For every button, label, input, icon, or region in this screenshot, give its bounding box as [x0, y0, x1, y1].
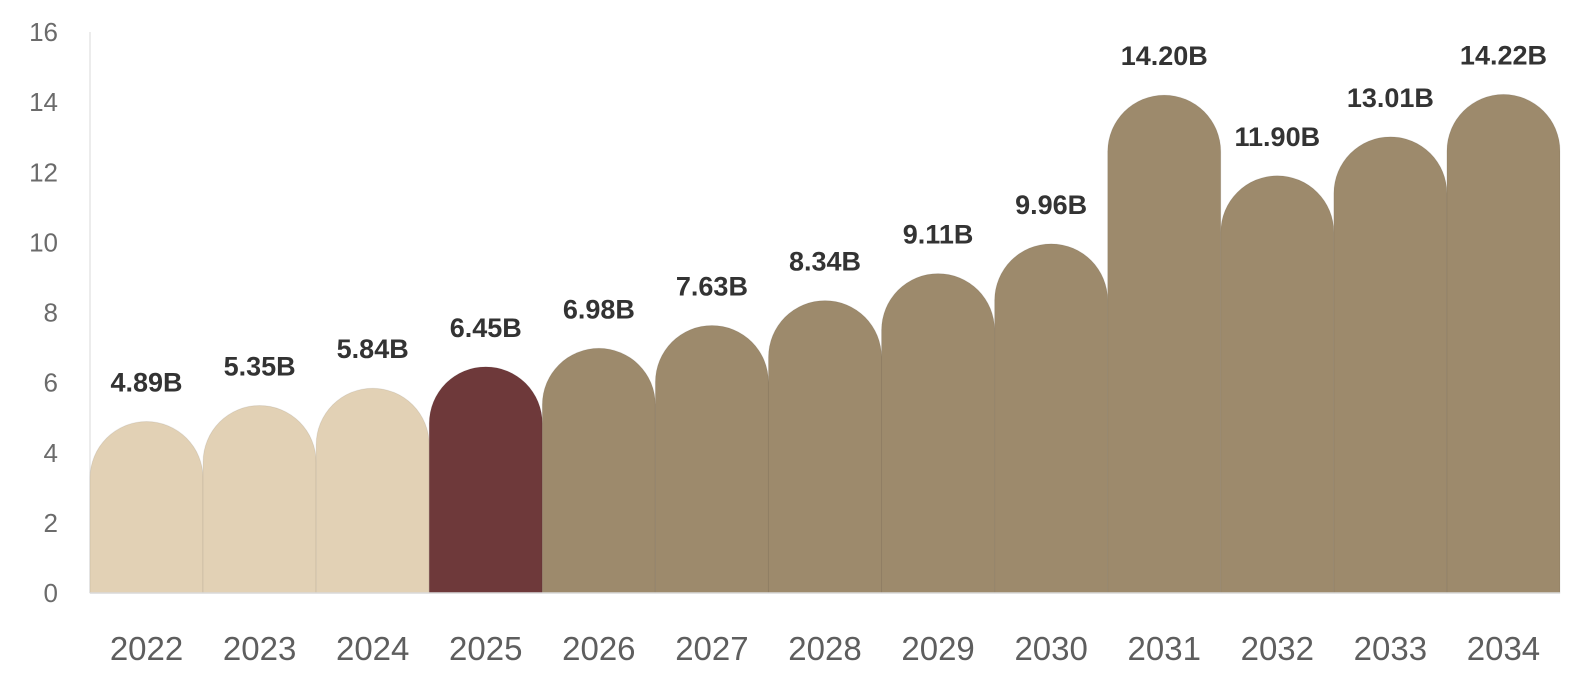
- y-tick-label: 12: [29, 157, 58, 187]
- y-tick-label: 2: [44, 508, 58, 538]
- x-tick-label-2025: 2025: [449, 630, 522, 667]
- bar-2032: [1220, 175, 1335, 594]
- y-tick-label: 16: [29, 17, 58, 47]
- x-tick-label-2028: 2028: [788, 630, 861, 667]
- x-tick-label-2022: 2022: [110, 630, 183, 667]
- x-tick-label-2032: 2032: [1241, 630, 1314, 667]
- data-label-2033: 13.01B: [1347, 83, 1434, 113]
- data-label-2030: 9.96B: [1015, 190, 1087, 220]
- data-label-2026: 6.98B: [563, 294, 635, 324]
- data-label-2025: 6.45B: [450, 313, 522, 343]
- x-tick-label-2031: 2031: [1128, 630, 1201, 667]
- bar-2026: [541, 347, 656, 594]
- bar-2031: [1107, 94, 1222, 594]
- data-label-2024: 5.84B: [337, 334, 409, 364]
- data-labels: 4.89B 5.35B 5.84B 6.45B 6.98B 7.63B 8.34B 9.11B…: [111, 40, 1547, 397]
- y-tick-label: 6: [44, 368, 58, 398]
- x-tick-label-2023: 2023: [223, 630, 296, 667]
- bar-2034: [1446, 93, 1561, 594]
- y-axis: 0 2 4 6 8 10 12 14 16: [29, 17, 91, 608]
- x-tick-label-2033: 2033: [1354, 630, 1427, 667]
- x-tick-label-2029: 2029: [901, 630, 974, 667]
- x-tick-label-2034: 2034: [1467, 630, 1540, 667]
- bar-2030: [994, 243, 1109, 594]
- y-tick-label: 4: [44, 438, 58, 468]
- bar-2022: [89, 421, 204, 594]
- x-tick-label-2030: 2030: [1014, 630, 1087, 667]
- data-label-2034: 14.22B: [1460, 40, 1547, 70]
- bar-2033: [1333, 137, 1448, 594]
- y-tick-label: 8: [44, 298, 58, 328]
- bar-2027: [654, 325, 769, 594]
- y-tick-label: 10: [29, 227, 58, 257]
- y-tick-label: 0: [44, 578, 58, 608]
- bar-2025: [428, 366, 543, 594]
- x-tick-label-2026: 2026: [562, 630, 635, 667]
- data-label-2031: 14.20B: [1121, 41, 1208, 71]
- bar-2024: [315, 387, 430, 594]
- bars: [89, 93, 1561, 594]
- bar-2023: [202, 404, 317, 594]
- bar-2029: [881, 273, 996, 594]
- x-tick-label-2027: 2027: [675, 630, 748, 667]
- bar-2028: [767, 300, 883, 594]
- data-label-2028: 8.34B: [789, 247, 861, 277]
- data-label-2029: 9.11B: [903, 220, 974, 250]
- x-axis: 2022 2023 2024 2025 2026 2027 2028 2029 2030 2031…: [90, 592, 1560, 667]
- data-label-2027: 7.63B: [676, 271, 748, 301]
- y-tick-label: 14: [29, 87, 58, 117]
- data-label-2023: 5.35B: [224, 351, 296, 381]
- data-label-2022: 4.89B: [111, 368, 183, 398]
- data-label-2032: 11.90B: [1235, 122, 1321, 152]
- x-tick-label-2024: 2024: [336, 630, 409, 667]
